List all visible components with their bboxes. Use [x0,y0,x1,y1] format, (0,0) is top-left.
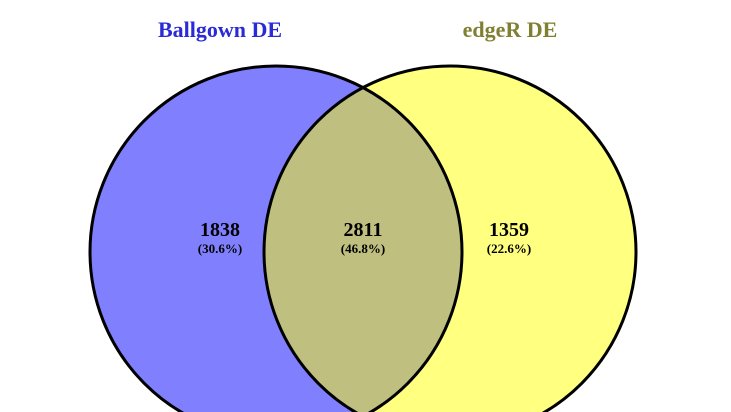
ballgown-title: Ballgown DE [158,17,282,42]
overlap-count: 2811 [344,219,383,241]
edger-title: edgeR DE [463,17,558,42]
edger-circle-outline [262,64,638,412]
overlap-percent: (46.8%) [341,241,385,256]
left-only-count: 1838 [200,219,240,241]
right-only-percent: (22.6%) [487,241,531,256]
ballgown-circle-outline [88,64,464,412]
right-only-count: 1359 [489,219,529,241]
overlap-region [264,66,462,412]
left-only-percent: (30.6%) [198,241,242,256]
